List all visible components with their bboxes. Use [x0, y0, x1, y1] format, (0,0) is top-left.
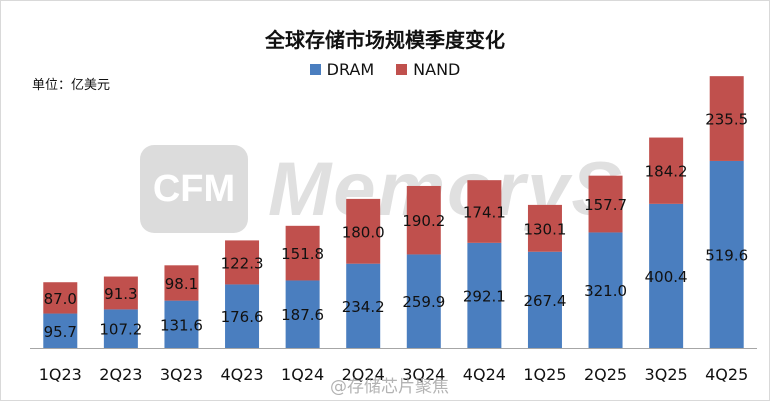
unit-label: 单位：亿美元 [32, 78, 111, 93]
bar-nand-4Q25 [709, 76, 744, 161]
data-label-nand-3Q23: 98.1 [165, 275, 198, 293]
legend-item-dram: DRAM [309, 60, 375, 79]
data-label-nand-2Q25: 157.7 [584, 196, 627, 214]
bar-nand-4Q24 [467, 180, 502, 243]
legend-label-nand: NAND [413, 60, 461, 79]
data-label-nand-3Q25: 184.2 [645, 163, 688, 181]
data-label-dram-4Q23: 176.6 [221, 308, 264, 326]
bar-nand-1Q24 [285, 225, 320, 281]
data-label-dram-1Q24: 187.6 [281, 306, 324, 324]
data-label-nand-1Q24: 151.8 [281, 245, 324, 263]
bar-dram-1Q24 [285, 280, 320, 348]
bar-nand-1Q23 [43, 282, 78, 314]
data-label-nand-4Q25: 235.5 [705, 111, 748, 129]
bar-nand-2Q25 [588, 175, 623, 233]
legend-item-nand: NAND [396, 60, 460, 79]
data-label-dram-4Q25: 519.6 [705, 246, 748, 264]
bar-dram-4Q25 [709, 160, 744, 348]
data-label-dram-2Q25: 321.0 [584, 282, 627, 300]
x-tick-label-2Q25: 2Q25 [584, 365, 627, 384]
legend-swatch-nand [396, 64, 408, 75]
data-label-dram-3Q24: 259.9 [402, 293, 445, 311]
data-label-nand-2Q23: 91.3 [104, 285, 137, 303]
x-tick-label-4Q24: 4Q24 [463, 365, 506, 384]
bar-dram-3Q24 [406, 254, 441, 348]
x-tick-label-4Q25: 4Q25 [705, 365, 748, 384]
x-tick-label-3Q23: 3Q23 [160, 365, 203, 384]
bar-nand-3Q23 [164, 265, 199, 301]
data-label-dram-3Q23: 131.6 [160, 316, 203, 334]
data-label-dram-3Q25: 400.4 [645, 268, 688, 286]
data-label-dram-1Q25: 267.4 [523, 292, 566, 310]
data-label-dram-2Q24: 234.2 [342, 298, 385, 316]
data-label-nand-1Q23: 87.0 [44, 290, 77, 308]
bar-nand-2Q24 [346, 198, 381, 264]
bar-nand-2Q23 [103, 276, 138, 310]
data-label-nand-4Q23: 122.3 [221, 254, 264, 272]
x-tick-label-4Q23: 4Q23 [220, 365, 263, 384]
data-label-nand-3Q24: 190.2 [402, 212, 445, 230]
x-tick-label-3Q24: 3Q24 [402, 365, 445, 384]
bar-dram-4Q23 [225, 284, 260, 348]
legend-label-dram: DRAM [326, 60, 375, 79]
bar-dram-2Q25 [588, 232, 623, 348]
x-tick-label-3Q25: 3Q25 [645, 365, 688, 384]
bar-dram-3Q23 [164, 300, 199, 348]
data-label-dram-2Q23: 107.2 [99, 321, 142, 339]
bar-nand-3Q24 [406, 185, 441, 255]
bar-dram-2Q24 [346, 263, 381, 348]
bar-nand-1Q25 [527, 204, 562, 252]
data-label-nand-2Q24: 180.0 [342, 223, 385, 241]
bar-dram-1Q23 [43, 313, 78, 348]
data-label-dram-4Q24: 292.1 [463, 287, 506, 305]
x-tick-label-1Q23: 1Q23 [39, 365, 82, 384]
x-tick-label-1Q25: 1Q25 [523, 365, 566, 384]
chart-title: 全球存储市场规模季度变化 [265, 28, 505, 52]
bar-dram-1Q25 [527, 251, 562, 348]
bar-dram-3Q25 [649, 203, 684, 348]
data-label-dram-1Q23: 95.7 [44, 323, 77, 341]
data-label-nand-4Q24: 174.1 [463, 204, 506, 222]
bar-nand-4Q23 [225, 240, 260, 285]
x-tick-label-2Q24: 2Q24 [342, 365, 385, 384]
x-tick-label-1Q24: 1Q24 [281, 365, 324, 384]
legend: DRAM NAND [0, 60, 770, 79]
x-tick-label-2Q23: 2Q23 [99, 365, 142, 384]
bar-dram-2Q23 [103, 309, 138, 348]
legend-swatch-dram [309, 64, 321, 75]
bar-dram-4Q24 [467, 242, 502, 348]
bar-nand-3Q25 [649, 137, 684, 204]
data-label-nand-1Q25: 130.1 [523, 220, 566, 238]
